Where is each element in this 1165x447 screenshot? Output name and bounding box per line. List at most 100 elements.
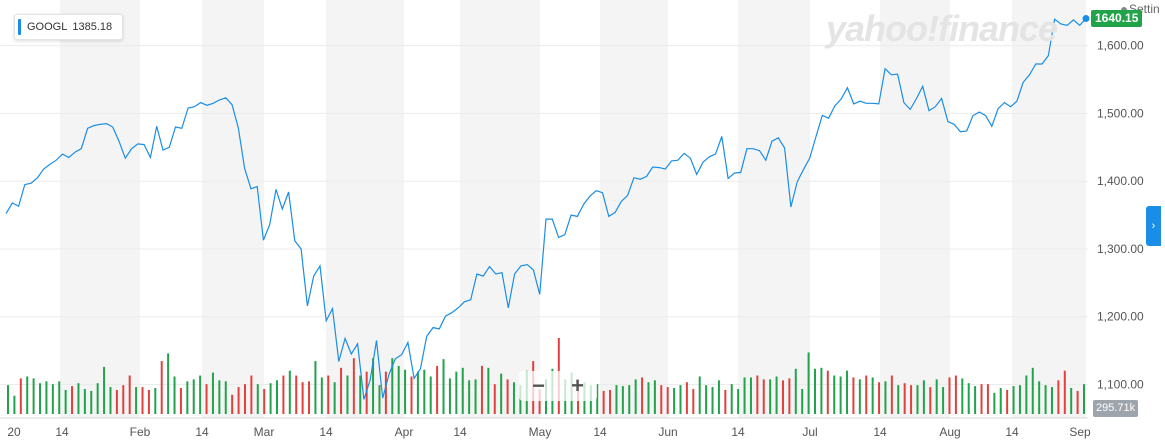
volume-bar bbox=[711, 387, 714, 414]
volume-bar bbox=[429, 376, 432, 414]
volume-bar bbox=[974, 386, 977, 414]
volume-bar bbox=[846, 370, 849, 414]
volume-bar bbox=[26, 376, 29, 414]
volume-bar bbox=[147, 389, 150, 414]
background-band bbox=[202, 0, 264, 418]
volume-bar bbox=[243, 384, 246, 414]
volume-bar bbox=[51, 384, 54, 414]
volume-bar bbox=[628, 385, 631, 414]
volume-bar bbox=[948, 377, 951, 414]
volume-bar bbox=[404, 369, 407, 414]
x-tick-label: Feb bbox=[130, 425, 151, 439]
volume-bar bbox=[692, 388, 695, 414]
volume-bar bbox=[480, 365, 483, 414]
volume-bar bbox=[724, 389, 727, 414]
x-tick-label: May bbox=[529, 425, 552, 439]
volume-bar bbox=[641, 377, 644, 414]
volume-bar bbox=[308, 381, 311, 414]
volume-bar bbox=[954, 375, 957, 414]
volume-bar bbox=[916, 385, 919, 414]
volume-bar bbox=[871, 377, 874, 414]
volume-bar bbox=[769, 379, 772, 414]
legend[interactable]: GOOGL 1385.18 bbox=[14, 14, 124, 40]
volume-bar bbox=[647, 382, 650, 414]
volume-bar bbox=[372, 358, 375, 414]
volume-bar bbox=[103, 366, 106, 414]
background-band bbox=[880, 0, 950, 418]
volume-bar bbox=[211, 372, 214, 414]
volume-bar bbox=[781, 380, 784, 414]
x-tick-label: 14 bbox=[453, 425, 467, 439]
volume-badge: 295.71k bbox=[1093, 400, 1139, 417]
volume-bar bbox=[762, 379, 765, 414]
volume-bar bbox=[1038, 381, 1041, 414]
volume-bar bbox=[128, 375, 131, 414]
volume-bar bbox=[807, 352, 810, 414]
volume-bar bbox=[115, 389, 118, 414]
volume-bar bbox=[109, 387, 112, 414]
background-band bbox=[326, 0, 404, 418]
volume-bar bbox=[327, 375, 330, 414]
volume-bar bbox=[666, 387, 669, 414]
chevron-right-icon: › bbox=[1151, 220, 1156, 232]
volume-bar bbox=[884, 381, 887, 414]
volume-bar bbox=[122, 385, 125, 414]
volume-bar bbox=[269, 383, 272, 414]
volume-bar bbox=[890, 375, 893, 414]
volume-bar bbox=[359, 375, 362, 414]
volume-bar bbox=[794, 368, 797, 414]
volume-bar bbox=[929, 387, 932, 414]
volume-bar bbox=[295, 375, 298, 414]
volume-bar bbox=[1044, 385, 1047, 414]
expand-panel-tab[interactable]: › bbox=[1146, 206, 1161, 246]
volume-bar bbox=[1012, 386, 1015, 414]
volume-bar bbox=[141, 387, 144, 414]
volume-bar bbox=[1050, 387, 1053, 414]
x-tick-label: 14 bbox=[873, 425, 887, 439]
volume-bar bbox=[13, 395, 16, 414]
volume-bar bbox=[801, 388, 804, 414]
volume-bar bbox=[314, 361, 317, 414]
volume-bar bbox=[922, 380, 925, 414]
volume-bar bbox=[858, 379, 861, 414]
volume-bar bbox=[935, 379, 938, 414]
volume-bar bbox=[986, 384, 989, 414]
volume-bar bbox=[416, 371, 419, 414]
volume-bar bbox=[32, 378, 35, 414]
volume-bar bbox=[602, 390, 605, 414]
x-tick-label: 20 bbox=[7, 425, 21, 439]
volume-bar bbox=[276, 380, 278, 414]
volume-bar bbox=[538, 388, 541, 414]
x-tick-label: Mar bbox=[254, 425, 275, 439]
volume-bar bbox=[493, 384, 496, 414]
y-tick-label: 1,600.00 bbox=[1097, 39, 1144, 53]
x-tick-label: 14 bbox=[195, 425, 209, 439]
volume-bar bbox=[653, 380, 656, 414]
volume-bar bbox=[1031, 367, 1034, 414]
volume-bar bbox=[83, 388, 86, 414]
volume-bar bbox=[615, 385, 618, 414]
background-band bbox=[60, 0, 140, 418]
volume-bar bbox=[820, 367, 823, 414]
volume-bar bbox=[58, 381, 61, 414]
zoom-in-button[interactable]: + bbox=[571, 373, 584, 398]
volume-bar bbox=[160, 361, 163, 414]
volume-bar bbox=[512, 382, 515, 414]
volume-bar bbox=[910, 385, 913, 414]
volume-bar bbox=[852, 377, 855, 414]
x-tick-label: 14 bbox=[593, 425, 607, 439]
zoom-out-button[interactable]: − bbox=[532, 373, 545, 398]
volume-bar bbox=[397, 365, 400, 414]
volume-bar bbox=[1057, 380, 1060, 414]
volume-bar bbox=[301, 382, 304, 414]
background-band bbox=[460, 0, 540, 418]
volume-bar bbox=[199, 375, 202, 414]
volume-bar bbox=[993, 392, 996, 414]
volume-bar bbox=[250, 375, 253, 414]
x-tick-label: Jul bbox=[802, 425, 817, 439]
volume-bar bbox=[1083, 384, 1085, 414]
volume-bar bbox=[320, 377, 323, 414]
volume-bar bbox=[231, 394, 234, 414]
volume-bar bbox=[1076, 390, 1079, 414]
